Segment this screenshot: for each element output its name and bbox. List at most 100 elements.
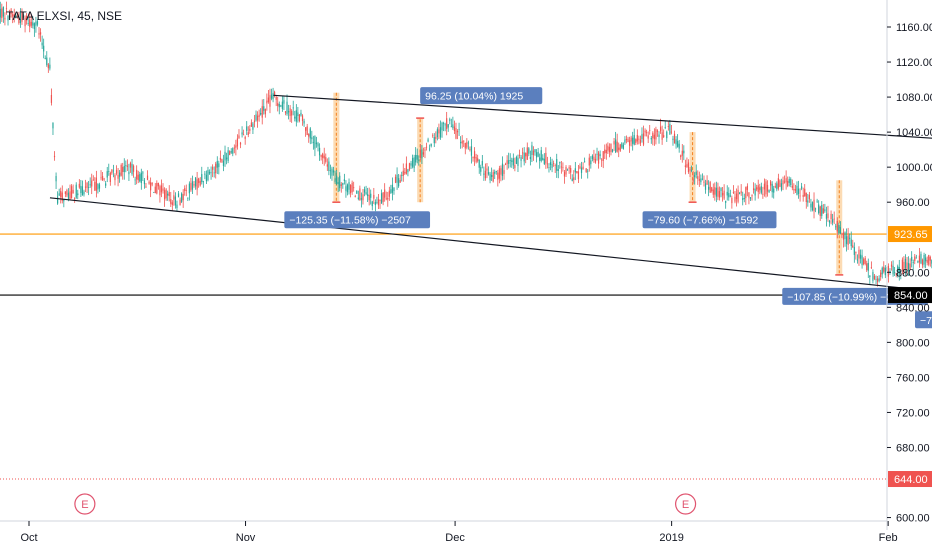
price-axis[interactable]: 1160.00 1120.00 1080.00 1040.00 1000.00 960.0… xyxy=(887,22,932,525)
candle-body xyxy=(394,176,397,183)
measure-label[interactable]: −75.30 (−8.16%) −1506 xyxy=(914,311,932,329)
candle-body xyxy=(677,141,679,147)
candle-body xyxy=(204,173,206,175)
candle-body xyxy=(153,191,155,193)
candle-body xyxy=(684,165,686,167)
candle-body xyxy=(715,187,717,197)
candle-body xyxy=(303,120,305,124)
candle-body xyxy=(785,178,787,183)
candle-body xyxy=(712,189,714,195)
y-tick-label: 600.00 xyxy=(896,513,930,525)
candle-body xyxy=(842,232,845,240)
candle-body xyxy=(126,165,128,167)
candle-body xyxy=(359,188,361,201)
candle-body xyxy=(529,156,531,160)
candle-body xyxy=(562,167,564,169)
trendline[interactable] xyxy=(273,94,932,226)
candle-body xyxy=(656,130,659,132)
candle-body xyxy=(805,192,807,202)
time-axis[interactable]: OctNovDec2019FebMarAprMayJunJulAugSep xyxy=(20,521,932,544)
candle-body xyxy=(243,134,245,136)
candle-body xyxy=(261,106,263,118)
candle-body xyxy=(700,178,702,183)
candle-body xyxy=(105,183,107,186)
candle-body xyxy=(390,189,392,193)
candle-body xyxy=(442,123,445,124)
candle-body xyxy=(728,193,730,198)
candle-body xyxy=(140,172,142,184)
candle-body xyxy=(101,176,104,180)
candle-body xyxy=(534,149,536,153)
candle-body xyxy=(839,227,841,234)
earnings-event-marker[interactable]: E xyxy=(674,493,697,515)
candle-body xyxy=(627,138,629,143)
candle-body xyxy=(159,186,161,196)
candle-body xyxy=(424,149,426,151)
candle-body xyxy=(469,149,471,150)
earnings-event-marker[interactable]: E xyxy=(74,493,96,515)
candle-body xyxy=(287,111,290,113)
candle-body xyxy=(272,93,274,100)
candle-body xyxy=(123,166,125,173)
candle-body xyxy=(475,156,477,163)
candle-body xyxy=(238,135,240,139)
candle-body xyxy=(10,9,12,15)
measure-label[interactable]: −79.60 (−7.66%) −1592 xyxy=(642,211,777,229)
candle-body xyxy=(269,95,271,107)
candle-body xyxy=(323,155,325,159)
candle-body xyxy=(173,195,175,200)
candle-body xyxy=(766,185,769,192)
candle-body xyxy=(749,197,752,199)
candle-body xyxy=(433,137,435,144)
candle-body xyxy=(537,151,539,157)
measure-label[interactable]: 96.25 (10.04%) 1925 xyxy=(420,87,543,105)
candle-body xyxy=(508,160,510,164)
candle-body xyxy=(740,191,742,193)
candle-body xyxy=(752,188,755,191)
trendline[interactable] xyxy=(49,197,932,420)
candle-body xyxy=(67,192,70,199)
candle-body xyxy=(24,17,26,27)
measure-band[interactable] xyxy=(333,92,340,203)
candle-body xyxy=(554,164,556,166)
candle-body xyxy=(810,203,812,208)
candle-body xyxy=(694,175,696,178)
candle-body xyxy=(920,253,922,264)
candle-body xyxy=(286,101,288,115)
candle-body xyxy=(484,170,487,179)
candle-body xyxy=(514,165,516,169)
candle-body xyxy=(828,220,831,223)
candle-body xyxy=(219,157,221,160)
candle-body xyxy=(184,188,186,191)
candle-body xyxy=(221,159,223,162)
candle-body xyxy=(38,33,40,35)
candle-body xyxy=(356,190,358,194)
candle-body xyxy=(607,145,609,151)
candle-body xyxy=(230,151,232,153)
candle-body xyxy=(500,168,502,175)
candle-body xyxy=(134,179,136,181)
candle-body xyxy=(880,272,882,277)
candle-body xyxy=(661,132,663,140)
candle-body xyxy=(735,193,738,200)
candle-body xyxy=(345,186,347,191)
candle-body xyxy=(15,15,17,18)
candle-body xyxy=(357,197,359,199)
candle-body xyxy=(146,175,149,180)
candle-body xyxy=(690,170,693,172)
measure-label-box xyxy=(284,211,431,229)
candle-body xyxy=(546,163,549,165)
candle-body xyxy=(495,171,497,173)
candle-body xyxy=(250,122,252,127)
candle-body xyxy=(708,186,710,190)
candle-body xyxy=(368,194,370,201)
candle-body xyxy=(492,172,494,182)
candle-body xyxy=(692,178,694,182)
candle-body xyxy=(618,147,620,150)
candle-body xyxy=(466,142,468,148)
measure-label-box xyxy=(914,311,932,329)
candle-body xyxy=(763,183,766,190)
measure-label[interactable]: −125.35 (−11.58%) −2507 xyxy=(284,211,431,229)
